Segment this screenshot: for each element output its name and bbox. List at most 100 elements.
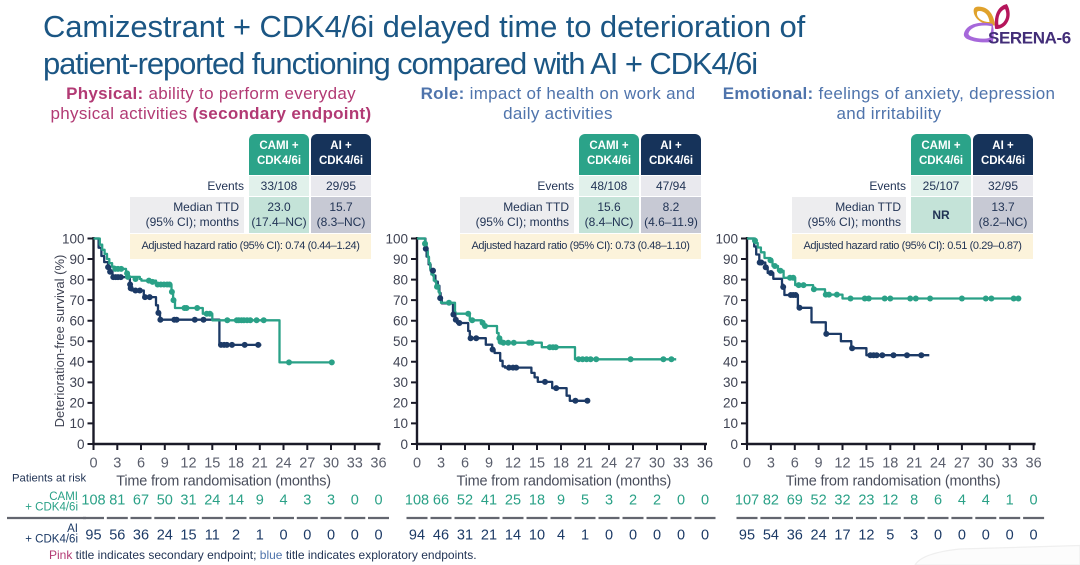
svg-text:94: 94 [409,528,425,544]
svg-text:33: 33 [673,456,689,472]
svg-text:2: 2 [629,493,637,509]
svg-text:54: 54 [763,528,779,544]
svg-text:6: 6 [791,456,799,472]
svg-text:10: 10 [529,528,545,544]
svg-text:0: 0 [1030,493,1038,509]
svg-text:CAMI: CAMI [49,491,78,503]
svg-text:0: 0 [982,528,990,544]
svg-text:80: 80 [393,272,408,287]
svg-text:12: 12 [834,456,850,472]
svg-text:0: 0 [413,456,421,472]
svg-text:0: 0 [677,528,685,544]
svg-text:1: 1 [581,528,589,544]
svg-text:1: 1 [1006,493,1014,509]
svg-text:24: 24 [930,456,946,472]
svg-text:40: 40 [723,355,738,370]
svg-text:27: 27 [625,456,641,472]
svg-text:36: 36 [370,456,386,472]
svg-text:9: 9 [161,456,169,472]
svg-text:33: 33 [347,456,363,472]
svg-text:24: 24 [157,528,173,544]
svg-text:69: 69 [787,493,803,509]
svg-text:30: 30 [978,456,994,472]
svg-text:41: 41 [481,493,497,509]
svg-text:4: 4 [982,493,990,509]
svg-text:15: 15 [858,456,874,472]
svg-text:9: 9 [485,456,493,472]
svg-text:3: 3 [767,456,775,472]
svg-text:15: 15 [204,456,220,472]
svg-text:30: 30 [69,375,84,390]
svg-text:0: 0 [701,528,709,544]
svg-text:0: 0 [303,528,311,544]
svg-text:21: 21 [906,456,922,472]
svg-text:32: 32 [834,493,850,509]
svg-text:Deterioration-free survival (%: Deterioration-free survival (%) [52,255,67,428]
svg-text:24: 24 [601,456,617,472]
svg-text:Patients at risk: Patients at risk [12,473,86,485]
svg-text:24: 24 [204,493,220,509]
svg-text:40: 40 [69,355,84,370]
svg-text:3: 3 [327,493,335,509]
svg-text:10: 10 [723,416,738,431]
svg-text:60: 60 [69,314,84,329]
svg-text:36: 36 [697,456,713,472]
svg-text:9: 9 [557,493,565,509]
svg-text:15: 15 [180,528,196,544]
svg-text:6: 6 [137,456,145,472]
svg-text:14: 14 [228,493,244,509]
svg-text:30: 30 [649,456,665,472]
svg-text:0: 0 [351,528,359,544]
svg-text:50: 50 [723,334,738,349]
svg-text:5: 5 [886,528,894,544]
svg-text:67: 67 [133,493,149,509]
svg-text:21: 21 [577,456,593,472]
svg-text:+ CDK4/6i: + CDK4/6i [25,534,78,546]
svg-text:108: 108 [81,493,105,509]
svg-text:107: 107 [735,493,759,509]
svg-text:30: 30 [323,456,339,472]
svg-text:9: 9 [256,493,264,509]
svg-text:14: 14 [505,528,521,544]
svg-text:23: 23 [858,493,874,509]
svg-text:5: 5 [581,493,589,509]
svg-text:70: 70 [69,293,84,308]
svg-text:0: 0 [351,493,359,509]
svg-text:3: 3 [113,456,121,472]
svg-text:8: 8 [910,493,918,509]
svg-text:12: 12 [858,528,874,544]
svg-text:0: 0 [653,528,661,544]
svg-text:90: 90 [69,252,84,267]
svg-text:0: 0 [327,528,335,544]
svg-text:21: 21 [481,528,497,544]
svg-text:Time from randomisation (month: Time from randomisation (months) [786,474,1001,490]
svg-text:27: 27 [954,456,970,472]
svg-text:18: 18 [529,493,545,509]
svg-text:36: 36 [787,528,803,544]
svg-text:20: 20 [69,396,84,411]
svg-text:0: 0 [730,437,738,452]
svg-text:0: 0 [629,528,637,544]
svg-text:0: 0 [958,528,966,544]
svg-text:90: 90 [393,252,408,267]
svg-text:6: 6 [461,456,469,472]
svg-text:0: 0 [279,528,287,544]
svg-text:0: 0 [374,493,382,509]
svg-text:30: 30 [723,375,738,390]
svg-text:1: 1 [256,528,264,544]
svg-text:95: 95 [85,528,101,544]
svg-text:SERENA-6: SERENA-6 [988,29,1071,48]
svg-text:27: 27 [299,456,315,472]
svg-text:11: 11 [205,528,220,544]
svg-text:3: 3 [437,456,445,472]
svg-text:36: 36 [1026,456,1042,472]
svg-text:15: 15 [529,456,545,472]
svg-text:0: 0 [89,456,97,472]
svg-text:0: 0 [77,437,85,452]
svg-text:10: 10 [69,416,84,431]
svg-text:0: 0 [743,456,751,472]
svg-text:24: 24 [811,528,827,544]
svg-text:21: 21 [252,456,268,472]
svg-text:12: 12 [882,493,898,509]
svg-text:0: 0 [605,528,613,544]
